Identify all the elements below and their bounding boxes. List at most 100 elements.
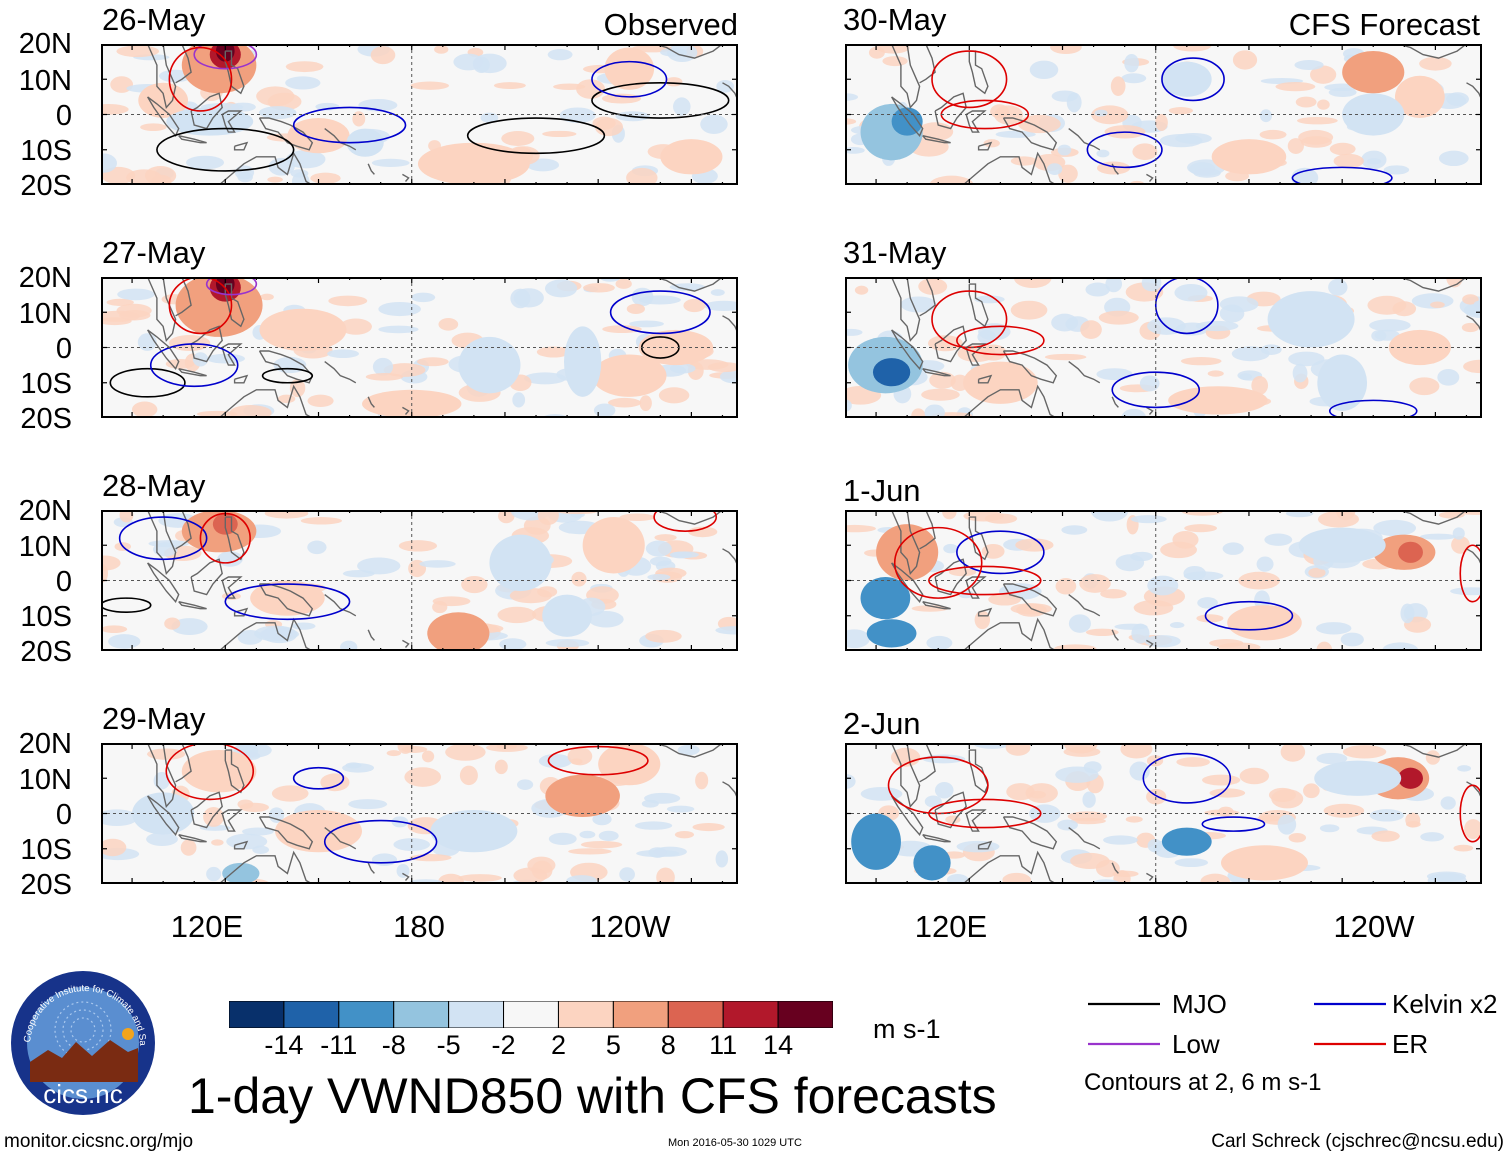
coastline: [258, 816, 314, 850]
coastline: [1068, 827, 1101, 850]
shading-cell: [677, 744, 700, 756]
shading-cell: [647, 573, 671, 581]
colorbar-tick-label: 2: [550, 1030, 566, 1060]
shading-cell: [656, 867, 675, 884]
shading-cell: [242, 827, 274, 836]
shading-cell: [700, 114, 728, 134]
shading-cell: [1340, 632, 1364, 647]
shading-cell: [1373, 519, 1417, 537]
shading-cell: [568, 848, 612, 855]
coastline: [146, 329, 180, 370]
contour-kelvin-x2: [1142, 752, 1232, 804]
shading-cell: [480, 112, 499, 123]
shading-cell: [300, 517, 343, 525]
coastline: [178, 368, 207, 377]
lat-tick-label: 10S: [20, 135, 72, 167]
wind-anomaly-blob: [287, 118, 350, 154]
shading-cell: [342, 763, 375, 773]
shading-cell: [1141, 277, 1162, 292]
lat-tick-label: 10S: [20, 601, 72, 633]
colorbar-swatch: [283, 1001, 340, 1028]
shading-cell: [615, 278, 632, 289]
shading-cell: [988, 593, 1021, 606]
wind-anomaly-blob: [489, 534, 552, 592]
wind-anomaly-blob: [1267, 291, 1355, 348]
shading-cell: [383, 363, 426, 377]
shading-cell: [553, 83, 586, 90]
shading-cell: [1295, 96, 1317, 108]
lat-tick-label: 20N: [18, 28, 72, 60]
shading-cell: [1231, 346, 1270, 362]
shading-cell: [1176, 757, 1210, 767]
contour-er: [653, 510, 718, 532]
shading-cell: [186, 155, 225, 170]
coastline: [224, 749, 245, 794]
shading-cell: [719, 369, 738, 384]
coastline: [324, 594, 357, 617]
shading-cell: [357, 557, 401, 575]
shading-cell: [1082, 791, 1096, 808]
shading-cell: [459, 765, 478, 786]
panel-date-title: 30-May: [843, 2, 947, 37]
wind-anomaly-blob: [430, 809, 518, 853]
shading-cell: [116, 45, 160, 58]
shading-cell: [845, 118, 857, 125]
shading-cell: [1050, 44, 1082, 54]
cics-logo: Cooperative Institute for Climate and Sa…: [10, 970, 155, 1115]
shading-cell: [629, 320, 664, 328]
shading-cell: [1317, 99, 1330, 110]
coastline: [367, 396, 375, 408]
shading-cell: [396, 863, 410, 878]
shading-cell: [704, 300, 738, 312]
contour-er: [956, 325, 1045, 356]
wind-anomaly-blob: [1227, 605, 1302, 641]
shading-cell: [1419, 533, 1457, 540]
coastline: [367, 163, 375, 175]
shading-cell: [1129, 761, 1150, 781]
wind-anomaly-blob: [222, 862, 260, 884]
shading-cell: [1112, 870, 1139, 878]
coastline: [653, 743, 723, 758]
lat-tick-label: 10S: [20, 368, 72, 400]
shading-cell: [644, 792, 681, 804]
panel-frame: [845, 743, 1482, 884]
shading-cell: [658, 387, 690, 404]
contour-kelvin-x2: [1204, 600, 1294, 631]
coastline: [233, 607, 249, 617]
shading-cell: [1319, 824, 1340, 833]
shading-cell: [1044, 353, 1087, 361]
shading-cell: [1450, 587, 1482, 596]
shading-cell: [1139, 375, 1160, 392]
shading-cell: [260, 293, 274, 301]
coastline: [968, 749, 989, 794]
shading-cell: [1103, 835, 1138, 845]
coastline: [965, 343, 987, 366]
lon-tick-label: 120W: [589, 909, 671, 944]
wind-anomaly-blob: [175, 277, 263, 337]
wind-anomaly-blob: [1161, 61, 1212, 97]
coastline: [402, 639, 410, 648]
wind-anomaly-blob: [458, 336, 521, 394]
coastline: [178, 135, 207, 144]
shading-cell: [1180, 357, 1222, 366]
coastline: [146, 96, 180, 137]
colorbar-tick-label: 5: [605, 1030, 621, 1060]
shading-cell: [146, 832, 178, 846]
shading-cell: [683, 298, 706, 313]
shading-cell: [164, 617, 181, 630]
shading-cell: [1079, 574, 1111, 593]
shading-cell: [1169, 622, 1185, 629]
shading-cell: [1100, 589, 1127, 599]
shading-cell: [1121, 73, 1147, 84]
coastline: [190, 558, 223, 596]
shading-cell: [1239, 373, 1252, 381]
shading-cell: [510, 288, 531, 309]
contour-kelvin-x2: [956, 530, 1045, 575]
coastline: [1002, 816, 1058, 850]
shading-cell: [1251, 376, 1269, 395]
coastline: [258, 583, 314, 617]
shading-cell: [1288, 833, 1307, 843]
contour-mjo: [101, 597, 152, 614]
shading-cell: [153, 771, 170, 790]
wind-anomaly-blob: [542, 594, 592, 637]
